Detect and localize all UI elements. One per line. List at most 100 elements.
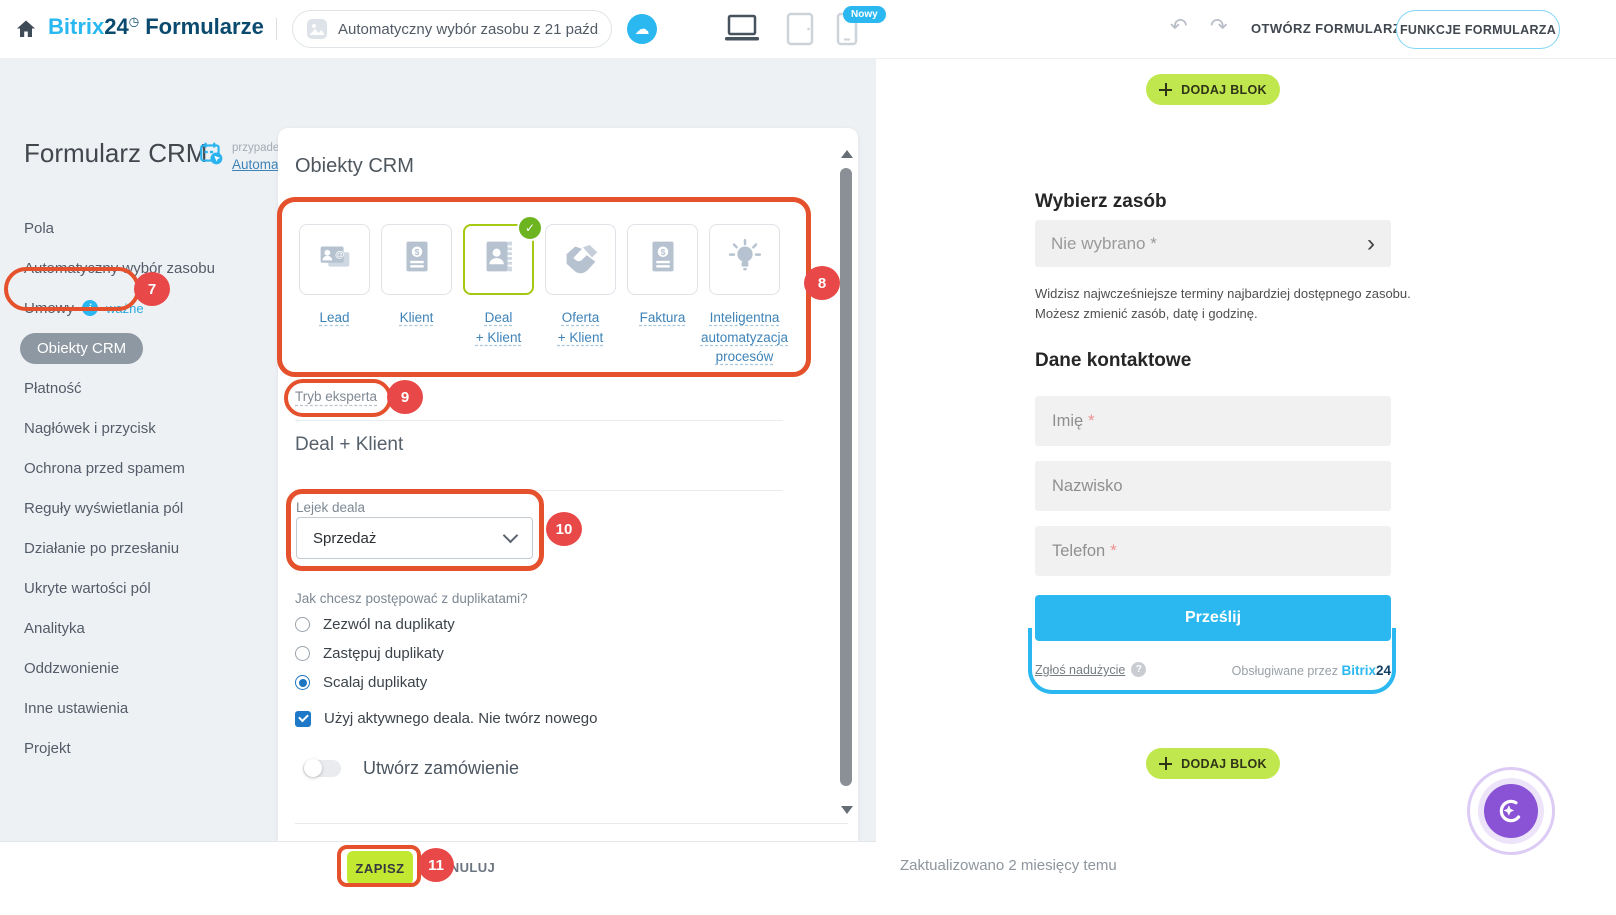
copilot-button[interactable]	[1467, 767, 1555, 855]
tile-oferta-klient-button[interactable]	[545, 224, 616, 295]
menu-item-label: Analityka	[24, 619, 85, 637]
desktop-view-icon[interactable]	[722, 13, 762, 50]
plus-icon	[1159, 83, 1173, 96]
form-functions-button[interactable]: FUNKCJE FORMULARZA	[1396, 10, 1560, 49]
phone-field[interactable]: Telefon *	[1035, 526, 1391, 576]
menu-item-label: Oddzwonienie	[24, 659, 120, 677]
resource-heading: Wybierz zasób	[1035, 191, 1167, 212]
duplicates-question: Jak chcesz postępować z duplikatami?	[295, 591, 528, 606]
section-heading: Deal + Klient	[295, 434, 404, 455]
radio-scalaj[interactable]: Scalaj duplikaty	[295, 674, 427, 691]
tile-faktura-label[interactable]: Faktura	[639, 310, 686, 325]
funnel-label: Lejek deala	[296, 500, 366, 515]
tile-deal-klient: ✓ Deal + Klient	[463, 215, 543, 345]
add-block-button-bottom[interactable]: DODAJ BLOK	[1146, 748, 1280, 779]
lead-card-icon: @	[312, 234, 358, 285]
menu-item-ochrona-spam[interactable]: Ochrona przed spamem	[0, 448, 270, 488]
invoice-document-icon: $	[640, 234, 686, 285]
top-bar: Bitrix24◷ Formularze Automatyczny wybór z…	[0, 0, 1616, 59]
checkbox-checked-icon[interactable]	[295, 710, 311, 727]
menu-item-label: Projekt	[24, 739, 71, 757]
menu-item-obiekty-crm[interactable]: Obiekty CRM	[0, 328, 270, 368]
divider	[295, 420, 783, 421]
home-icon[interactable]	[14, 17, 38, 41]
tablet-view-icon[interactable]	[786, 12, 814, 51]
preview-footer: Zgłoś nadużycie? Obsługiwane przez Bitri…	[1035, 661, 1391, 679]
funnel-select[interactable]: Sprzedaż	[296, 517, 533, 559]
radio-zezwol[interactable]: Zezwól na duplikaty	[295, 616, 455, 633]
scroll-up-arrow[interactable]	[841, 150, 853, 158]
divider	[295, 490, 783, 491]
form-title-input[interactable]: Automatyczny wybór zasobu z 21 paźdz...	[292, 10, 612, 48]
create-order-toggle[interactable]	[303, 759, 341, 777]
menu-item-oddzwonienie[interactable]: Oddzwonienie	[0, 648, 270, 688]
tile-klient-button[interactable]: $	[381, 224, 452, 295]
tile-lead-label[interactable]: Lead	[319, 310, 350, 325]
svg-text:$: $	[660, 247, 665, 257]
add-block-button-top[interactable]: DODAJ BLOK	[1146, 74, 1280, 105]
menu-item-label: Działanie po przesłaniu	[24, 539, 180, 557]
tile-faktura-button[interactable]: $	[627, 224, 698, 295]
menu-item-projekt[interactable]: Projekt	[0, 728, 270, 768]
tile-lead-button[interactable]: @	[299, 224, 370, 295]
app-logo[interactable]: Bitrix24◷ Formularze	[48, 14, 264, 40]
required-mark: *	[1110, 541, 1117, 560]
menu-item-dzialanie[interactable]: Działanie po przesłaniu	[0, 528, 270, 568]
logo-24: 24	[104, 14, 129, 39]
tile-automatyzacja-button[interactable]	[709, 224, 780, 295]
save-button[interactable]: ZAPISZ	[347, 851, 413, 885]
scroll-down-arrow[interactable]	[841, 806, 853, 814]
tile-automatyzacja: Inteligentna automatyzacja procesów	[701, 224, 788, 364]
tile-klient-label[interactable]: Klient	[399, 310, 434, 325]
tile-automatyzacja-label[interactable]: Inteligentna automatyzacja procesów	[700, 310, 789, 365]
radio-checked-icon[interactable]	[295, 675, 310, 690]
expert-mode-link[interactable]: Tryb eksperta	[295, 389, 378, 404]
logo-separator	[276, 18, 277, 40]
scrollbar	[839, 148, 853, 816]
tile-deal-klient-label[interactable]: Deal + Klient	[475, 310, 522, 345]
selected-check-icon: ✓	[517, 215, 543, 241]
undo-icon[interactable]: ↶	[1170, 15, 1188, 38]
menu-item-analityka[interactable]: Analityka	[0, 608, 270, 648]
important-badge: ważne	[106, 300, 144, 316]
submit-button[interactable]: Prześlij	[1035, 595, 1391, 641]
menu-item-label: Pola	[24, 219, 55, 237]
radio-label: Zastępuj duplikaty	[323, 645, 444, 662]
first-name-field[interactable]: Imię *	[1035, 396, 1391, 446]
calendar-resource-icon	[198, 140, 224, 166]
menu-item-label: Płatność	[24, 379, 82, 397]
menu-item-naglowek[interactable]: Nagłówek i przycisk	[0, 408, 270, 448]
required-mark: *	[1088, 411, 1095, 430]
menu-item-pola[interactable]: Pola	[0, 208, 270, 248]
last-name-field[interactable]: Nazwisko	[1035, 461, 1391, 511]
menu-item-label: Umowy	[24, 299, 75, 317]
tile-lead: @ Lead	[299, 224, 370, 325]
help-icon[interactable]: ?	[1131, 662, 1147, 678]
crm-entity-tiles: @ Lead $ Klient ✓ Deal + Klient	[299, 215, 788, 364]
menu-item-ukryte[interactable]: Ukryte wartości pól	[0, 568, 270, 608]
resource-picker-field[interactable]: Nie wybrano * ›	[1035, 220, 1391, 267]
active-deal-checkbox-row[interactable]: Użyj aktywnego deala. Nie twórz nowego	[295, 710, 597, 727]
redo-icon[interactable]: ↷	[1210, 15, 1228, 38]
tile-oferta-klient: Oferta + Klient	[545, 224, 616, 345]
radio-icon[interactable]	[295, 617, 310, 632]
page-title: Formularz CRM	[24, 138, 208, 168]
scrollbar-thumb[interactable]	[840, 168, 852, 786]
open-form-button[interactable]: OTWÓRZ FORMULARZ	[1251, 21, 1402, 36]
menu-item-platnosc[interactable]: Płatność	[0, 368, 270, 408]
tile-oferta-klient-label[interactable]: Oferta + Klient	[557, 310, 604, 345]
radio-zastepuj[interactable]: Zastępuj duplikaty	[295, 645, 444, 662]
menu-item-reguly[interactable]: Reguły wyświetlania pól	[0, 488, 270, 528]
cloud-icon[interactable]: ☁	[627, 14, 657, 44]
lightbulb-icon	[722, 234, 768, 285]
resource-value: Nie wybrano *	[1051, 233, 1157, 253]
radio-label: Zezwól na duplikaty	[323, 616, 455, 633]
menu-item-inne[interactable]: Inne ustawienia	[0, 688, 270, 728]
menu-item-label: Ochrona przed spamem	[24, 459, 185, 477]
create-order-label: Utwórz zamówienie	[363, 758, 520, 778]
radio-icon[interactable]	[295, 646, 310, 661]
report-abuse-link[interactable]: Zgłoś nadużycie	[1035, 663, 1126, 677]
add-block-label: DODAJ BLOK	[1181, 82, 1267, 97]
field-label: Telefon	[1052, 541, 1106, 560]
